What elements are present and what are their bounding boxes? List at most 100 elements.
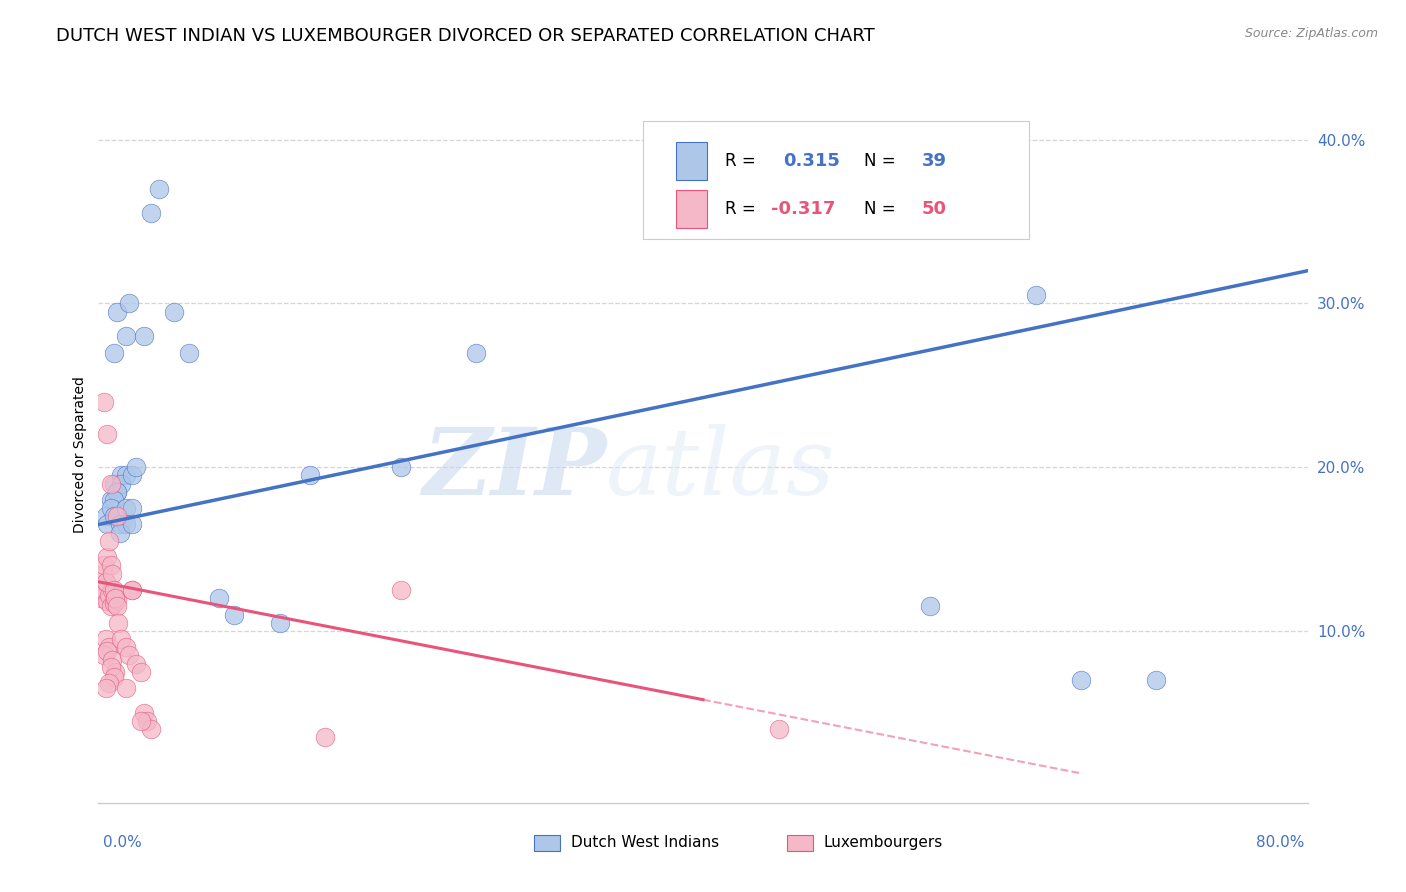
Point — [94, 681, 117, 696]
Point — [121, 582, 143, 597]
FancyBboxPatch shape — [643, 121, 1029, 239]
Point — [104, 665, 127, 679]
Text: R =: R = — [724, 153, 761, 170]
Point — [129, 714, 152, 728]
Point — [110, 476, 132, 491]
Point — [269, 615, 291, 630]
Point — [103, 670, 125, 684]
Point — [105, 484, 128, 499]
Point — [163, 304, 186, 318]
Point — [93, 558, 115, 573]
Point — [224, 607, 246, 622]
Point — [105, 509, 128, 524]
Point — [135, 714, 157, 728]
Point — [179, 345, 201, 359]
Point — [90, 591, 112, 606]
Text: -0.317: -0.317 — [770, 201, 835, 219]
Point — [114, 517, 136, 532]
Point — [114, 468, 136, 483]
Point — [94, 632, 117, 646]
Point — [132, 706, 155, 720]
Point — [108, 525, 131, 540]
Point — [132, 329, 155, 343]
Point — [141, 722, 163, 736]
Point — [121, 501, 143, 516]
Text: DUTCH WEST INDIAN VS LUXEMBOURGER DIVORCED OR SEPARATED CORRELATION CHART: DUTCH WEST INDIAN VS LUXEMBOURGER DIVORC… — [56, 27, 875, 45]
Point — [96, 550, 118, 565]
Point — [100, 660, 122, 674]
Point — [110, 632, 132, 646]
Point — [101, 566, 124, 581]
Point — [121, 517, 143, 532]
Text: N =: N = — [863, 201, 901, 219]
Text: 0.315: 0.315 — [783, 153, 839, 170]
Point — [1144, 673, 1167, 687]
Text: Source: ZipAtlas.com: Source: ZipAtlas.com — [1244, 27, 1378, 40]
Text: N =: N = — [863, 153, 901, 170]
Point — [94, 574, 117, 589]
Point — [100, 599, 122, 614]
Point — [465, 345, 488, 359]
Point — [389, 582, 412, 597]
Point — [98, 588, 121, 602]
Point — [208, 591, 231, 606]
Point — [129, 665, 152, 679]
FancyBboxPatch shape — [676, 190, 707, 228]
Point — [103, 492, 125, 507]
Point — [118, 648, 141, 663]
FancyBboxPatch shape — [676, 142, 707, 180]
Point — [105, 304, 128, 318]
Text: R =: R = — [724, 201, 761, 219]
Point — [94, 574, 117, 589]
Point — [101, 653, 124, 667]
Point — [110, 468, 132, 483]
Point — [768, 722, 790, 736]
Text: 39: 39 — [922, 153, 946, 170]
Point — [96, 594, 118, 608]
Point — [103, 596, 125, 610]
Point — [103, 509, 125, 524]
Point — [100, 492, 122, 507]
Point — [103, 476, 125, 491]
Text: ZIP: ZIP — [422, 424, 606, 514]
Point — [98, 533, 121, 548]
Point — [389, 460, 412, 475]
Text: Dutch West Indians: Dutch West Indians — [571, 836, 718, 850]
Point — [108, 517, 131, 532]
Point — [98, 640, 121, 655]
Point — [121, 468, 143, 483]
Point — [98, 676, 121, 690]
Point — [105, 599, 128, 614]
Point — [114, 501, 136, 516]
Point — [118, 296, 141, 310]
Point — [101, 582, 124, 597]
Point — [100, 476, 122, 491]
Point — [148, 182, 170, 196]
Point — [114, 681, 136, 696]
Point — [1024, 288, 1046, 302]
Point — [104, 591, 127, 606]
Point — [93, 648, 115, 663]
Point — [94, 509, 117, 524]
Point — [141, 206, 163, 220]
Point — [918, 599, 941, 614]
Point — [96, 427, 118, 442]
Text: Luxembourgers: Luxembourgers — [824, 836, 943, 850]
Point — [125, 460, 148, 475]
Point — [105, 484, 128, 499]
Point — [100, 501, 122, 516]
Text: 0.0%: 0.0% — [103, 836, 142, 850]
Point — [103, 582, 125, 597]
Point — [125, 657, 148, 671]
Point — [1070, 673, 1092, 687]
Point — [105, 592, 128, 607]
Text: 80.0%: 80.0% — [1257, 836, 1305, 850]
Point — [96, 643, 118, 657]
Point — [93, 582, 115, 597]
Point — [103, 345, 125, 359]
Point — [121, 582, 143, 597]
Point — [91, 566, 114, 581]
Point — [107, 615, 129, 630]
Text: atlas: atlas — [606, 424, 835, 514]
Point — [114, 329, 136, 343]
